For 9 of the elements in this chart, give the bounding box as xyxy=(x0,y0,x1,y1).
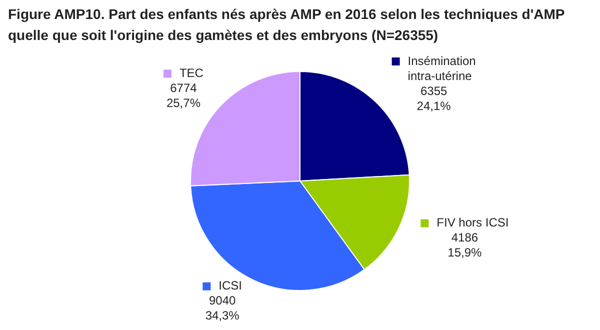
data-label: 4186 15,9% xyxy=(448,230,482,260)
legend-label: ICSI xyxy=(218,278,242,293)
legend-label: TEC xyxy=(179,66,204,80)
legend-label: Insémination intra-utérine xyxy=(408,54,476,83)
data-label: 6355 24,1% xyxy=(416,84,452,113)
data-label: 9040 34,3% xyxy=(205,294,240,323)
legend-label: FIV hors ICSI xyxy=(436,216,509,230)
data-label: 6774 25,7% xyxy=(166,80,201,110)
chart-title: Figure AMP10. Part des enfants nés après AMP en 2016 selon les techniques d'AMP quelle que soit l'origine des gamètes et des embryons (N=26355) xyxy=(8,5,566,45)
